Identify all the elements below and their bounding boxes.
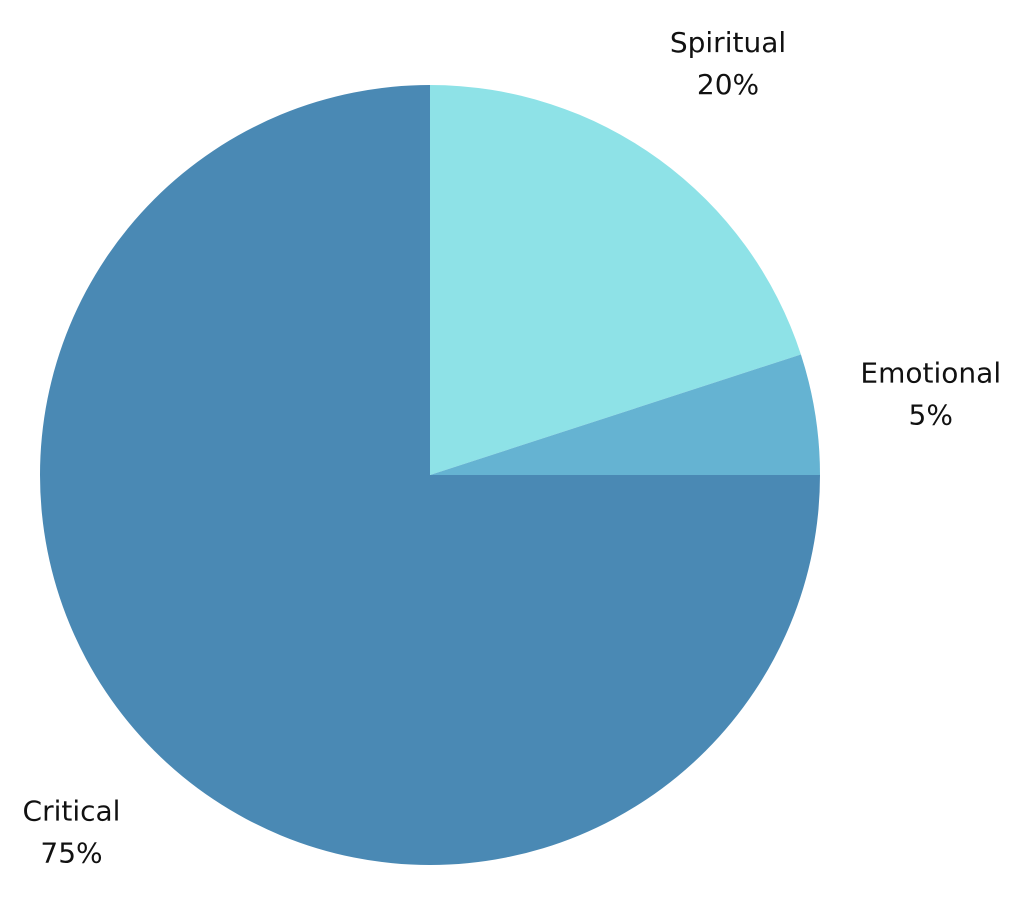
slice-value-label: 75% <box>40 837 102 870</box>
slice-value-label: 20% <box>697 68 759 101</box>
slice-value-label: 5% <box>909 399 953 432</box>
slice-label: Spiritual <box>670 26 786 59</box>
pie-slice <box>40 85 820 865</box>
slice-label: Critical <box>23 795 121 828</box>
pie-slice <box>430 354 820 475</box>
pie-slice <box>430 85 801 475</box>
slice-label: Emotional <box>860 357 1001 390</box>
